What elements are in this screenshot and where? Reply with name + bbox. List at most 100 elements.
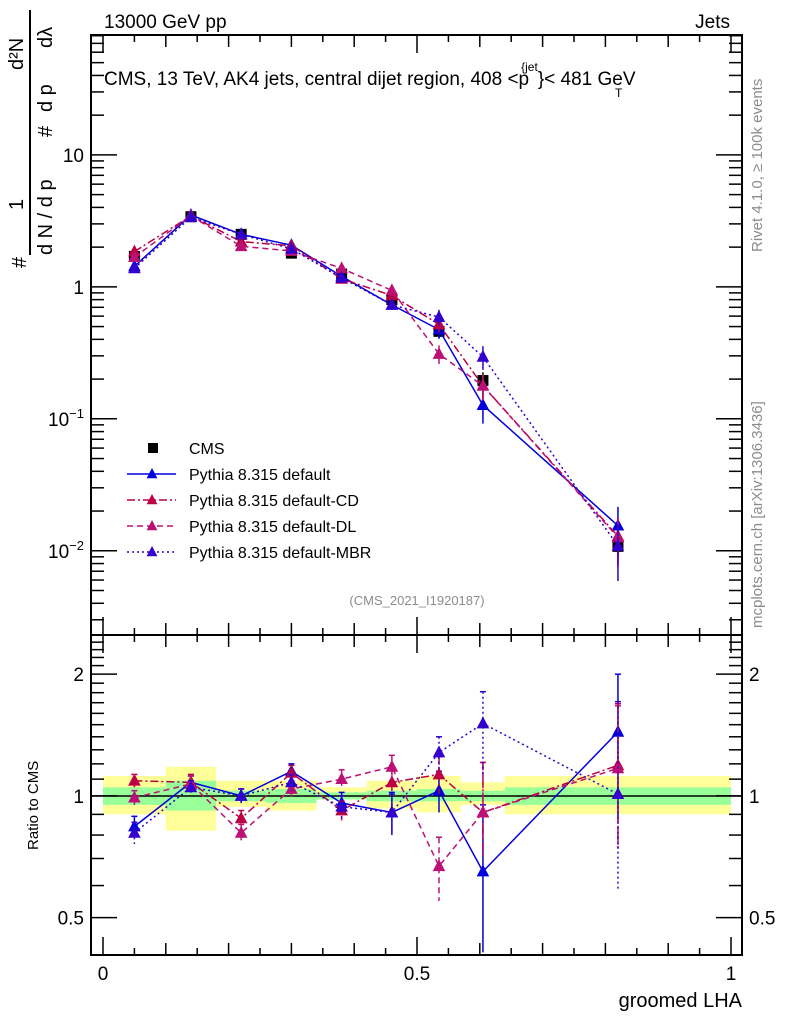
ratio-y-tick-label-right: 0.5 [749, 909, 775, 930]
ratio-y-tick-label-right: 2 [749, 665, 760, 686]
data-point [285, 241, 298, 254]
legend-marker [146, 520, 158, 531]
data-point [476, 398, 490, 411]
ratio-point [285, 765, 298, 778]
main-series [128, 208, 625, 582]
series-line [133, 215, 619, 537]
data-point [184, 210, 198, 223]
ratio-bands [103, 766, 731, 831]
legend-marker [146, 494, 158, 505]
y-tick-label: 10−1 [48, 406, 84, 431]
data-point [385, 297, 399, 310]
axes: 0 0.5 1 10−2 10−1 1 10 0.5 0.5 1 1 2 2 [48, 34, 775, 985]
series-pythia-8-315-default-cd [128, 208, 625, 565]
ratio-point [432, 745, 446, 758]
x-tick-label: 0.5 [404, 964, 430, 985]
ratio-point [128, 819, 141, 832]
main-title-sub: T [615, 86, 623, 100]
x-tick-label: 1 [726, 964, 737, 985]
header-left: 13000 GeV pp [104, 12, 227, 33]
ratio-point [476, 864, 490, 877]
xlabel: groomed LHA [619, 990, 743, 1012]
ylabel-dl: dλ [35, 27, 57, 48]
ratio-point [234, 811, 248, 824]
data-point [476, 378, 490, 391]
ratio-series [128, 673, 625, 953]
data-point [611, 538, 625, 551]
mcplots-label: mcplots.cern.ch [arXiv:1306.3436] [749, 401, 766, 628]
legend-label: Pythia 8.315 default-MBR [189, 545, 371, 562]
header-right: Jets [695, 12, 730, 33]
y-tick-label: 1 [73, 278, 84, 299]
ylabel-one: 1 [6, 199, 28, 210]
main-title-post: }< 481 GeV [538, 69, 636, 90]
watermark: (CMS_2021_I1920187) [349, 593, 484, 608]
ratio-line [134, 765, 619, 868]
main-title: CMS, 13 TeV, AK4 jets, central dijet reg… [104, 60, 636, 90]
ratio-point [476, 805, 490, 818]
legend-marker [146, 546, 158, 557]
legend-label: CMS [189, 441, 225, 458]
data-point [234, 239, 248, 252]
legend-label: Pythia 8.315 default-DL [189, 519, 356, 536]
ratio-point [128, 825, 141, 838]
data-point [476, 349, 490, 362]
ratio-point [476, 716, 490, 729]
rivet-label: Rivet 4.1.0, ≥ 100k events [749, 79, 766, 252]
ratio-y-tick-label-left: 2 [73, 665, 84, 686]
ylabel-den: d N / d p [35, 179, 57, 255]
ratio-point [234, 825, 248, 838]
ratio-point [611, 787, 625, 800]
data-point [385, 283, 399, 296]
ratio-point [285, 781, 298, 794]
series-pythia-8-315-default-dl [128, 208, 625, 567]
data-point [432, 346, 446, 359]
ylabel-num-hash: # [35, 125, 57, 137]
y-tick-label: 10 [63, 146, 84, 167]
ratio-point [385, 775, 399, 788]
legend: CMS Pythia 8.315 default Pythia 8.315 defa… [127, 441, 371, 562]
ratio-point [432, 767, 446, 780]
ratio-point [432, 859, 446, 872]
main-title-sup: {jet [521, 60, 538, 74]
ratio-point [285, 775, 298, 788]
data-point [234, 227, 248, 240]
legend-item: CMS [148, 441, 225, 458]
y-tick-label: 10−2 [48, 538, 84, 563]
legend-item: Pythia 8.315 default [127, 467, 331, 484]
legend-marker [146, 468, 158, 479]
ylabel-hash: # [9, 256, 31, 268]
data-point [335, 270, 348, 283]
data-point [128, 250, 141, 263]
ratio-point [234, 788, 248, 801]
legend-label: Pythia 8.315 default [189, 467, 331, 484]
ratio-point [184, 780, 198, 793]
ratio-series-pythia-8-315-default-mbr [128, 690, 625, 892]
ratio-point [128, 773, 141, 786]
ratio-point [335, 799, 348, 812]
ylabel-num2: d²N [6, 38, 28, 70]
ratio-ylabel: Ratio to CMS [25, 761, 42, 850]
main-title-pre: CMS, 13 TeV, AK4 jets, central dijet reg… [104, 69, 529, 90]
main-ylabel: # 1 d N / d p # d²N d p dλ [6, 10, 57, 268]
ratio-point [335, 772, 348, 785]
legend-item: Pythia 8.315 default-DL [127, 519, 356, 536]
ratio-y-tick-label-left: 1 [73, 787, 84, 808]
series-line [133, 214, 619, 539]
data-point [335, 261, 348, 274]
legend-item: Pythia 8.315 default-MBR [127, 545, 371, 562]
ylabel-den2: d p [35, 84, 57, 112]
data-point [128, 261, 141, 274]
legend-item: Pythia 8.315 default-CD [127, 493, 359, 510]
ratio-y-tick-label-left: 0.5 [58, 909, 84, 930]
data-point [432, 310, 446, 322]
ratio-point [128, 790, 141, 803]
ratio-point [385, 759, 399, 772]
x-tick-label: 0 [98, 964, 109, 985]
ratio-point [385, 805, 399, 818]
legend-marker [148, 443, 158, 453]
ratio-y-tick-label-right: 1 [749, 787, 760, 808]
legend-label: Pythia 8.315 default-CD [189, 493, 359, 510]
series-pythia-8-315-default-mbr [128, 210, 625, 582]
